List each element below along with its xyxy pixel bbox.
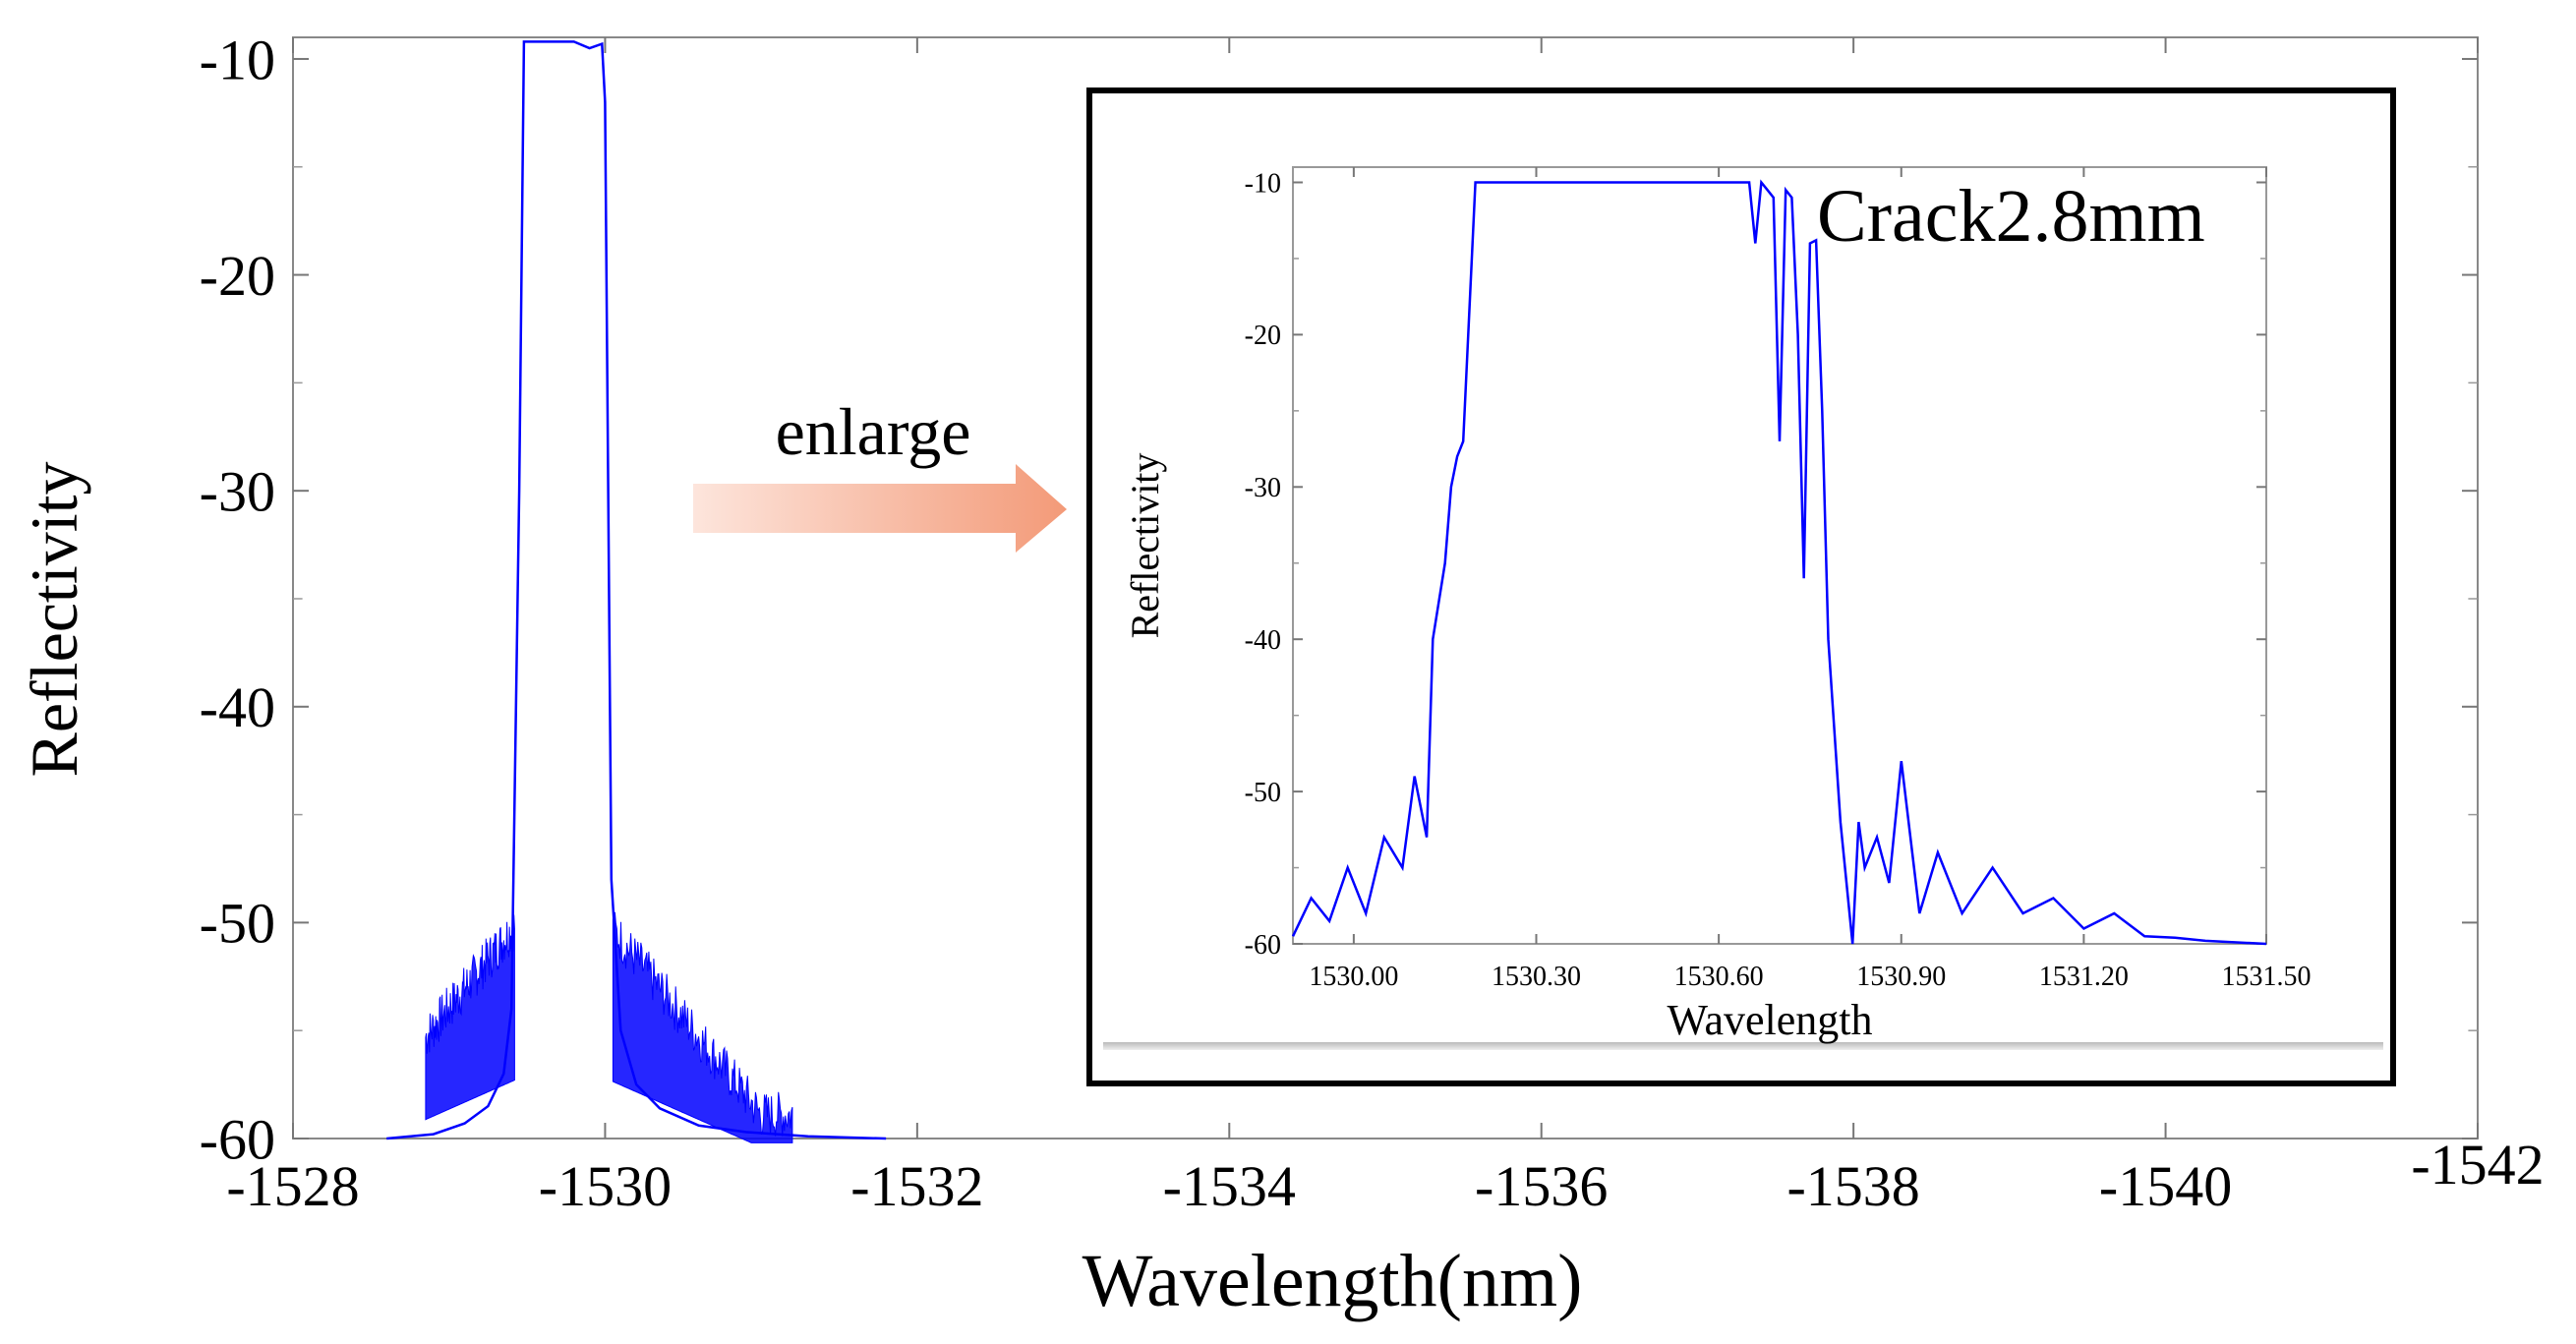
main-x-tick-label: -1530 (539, 1154, 672, 1218)
main-y-axis-label: Reflectivity (17, 461, 91, 777)
main-x-tick-label: -1534 (1163, 1154, 1296, 1218)
main-x-tick-labels: -1528 -1530 -1532 -1534 -1536 -1538 -1540 -1542 (226, 1133, 2544, 1218)
enlarge-label: enlarge (776, 394, 971, 469)
inset-panel: -10 -20 -30 -40 -50 -60 1530.00 1530.30 1530.60… (1086, 88, 2396, 1086)
main-y-tick-label: -60 (200, 1107, 275, 1171)
inset-ticks (1293, 167, 2267, 945)
inset-y-tick-label: -60 (1245, 930, 1281, 961)
main-y-tick-label: -50 (200, 892, 275, 956)
inset-y-tick-label: -20 (1245, 321, 1281, 351)
main-x-tick-label: -1538 (1786, 1154, 1919, 1218)
main-y-tick-label: -30 (200, 459, 275, 523)
inset-x-tick-label: 1530.90 (1856, 962, 1946, 992)
inset-spectrum-line (1291, 179, 2267, 946)
inset-x-tick-label: 1531.50 (2222, 962, 2312, 992)
enlarge-arrow-shape (693, 464, 1067, 553)
inset-y-tick-label: -50 (1245, 778, 1281, 808)
main-plot-frame (292, 36, 2479, 1139)
main-y-tick-labels: -10 -20 -30 -40 -50 -60 (200, 28, 275, 1171)
main-x-tick-label: -1540 (2099, 1154, 2232, 1218)
inset-y-tick-label: -30 (1245, 473, 1281, 503)
inset-annotation: Crack2.8mm (1817, 175, 2205, 258)
main-x-axis-label: Wavelength(nm) (1083, 1240, 1583, 1322)
inset-y-tick-label: -40 (1245, 625, 1281, 656)
main-x-tick-label: -1528 (226, 1154, 359, 1218)
main-x-tick-label: -1542 (2411, 1133, 2544, 1197)
inset-x-tick-labels: 1530.00 1530.30 1530.60 1530.90 1531.20 1531.… (1309, 962, 2311, 992)
main-x-tick-label: -1536 (1475, 1154, 1608, 1218)
inset-y-tick-label: -10 (1245, 168, 1281, 199)
main-x-tick-label: -1532 (850, 1154, 983, 1218)
main-y-tick-label: -10 (200, 28, 275, 91)
inset-x-axis-label: Wavelength (1667, 996, 1872, 1044)
inset-y-tick-labels: -10 -20 -30 -40 -50 -60 (1245, 168, 1281, 961)
inset-x-tick-label: 1530.30 (1492, 962, 1581, 992)
inset-image-shadow (1103, 1042, 2383, 1050)
main-y-tick-label: -20 (200, 244, 275, 308)
main-ticks (292, 37, 2479, 1139)
main-y-tick-label: -40 (200, 675, 275, 739)
inset-y-axis-label: Reflectivity (1123, 453, 1167, 639)
inset-x-tick-label: 1531.20 (2039, 962, 2129, 992)
inset-x-tick-label: 1530.00 (1309, 962, 1398, 992)
main-spectrum-noise (425, 911, 793, 1143)
main-chart: -10-20-30-40-50-60 -1528 -1530 -1532 -1534-… (17, 28, 2545, 1322)
inset-plot-frame (1292, 166, 2267, 945)
inset-x-tick-label: 1530.60 (1674, 962, 1764, 992)
enlarge-arrow: enlarge (693, 394, 1067, 553)
